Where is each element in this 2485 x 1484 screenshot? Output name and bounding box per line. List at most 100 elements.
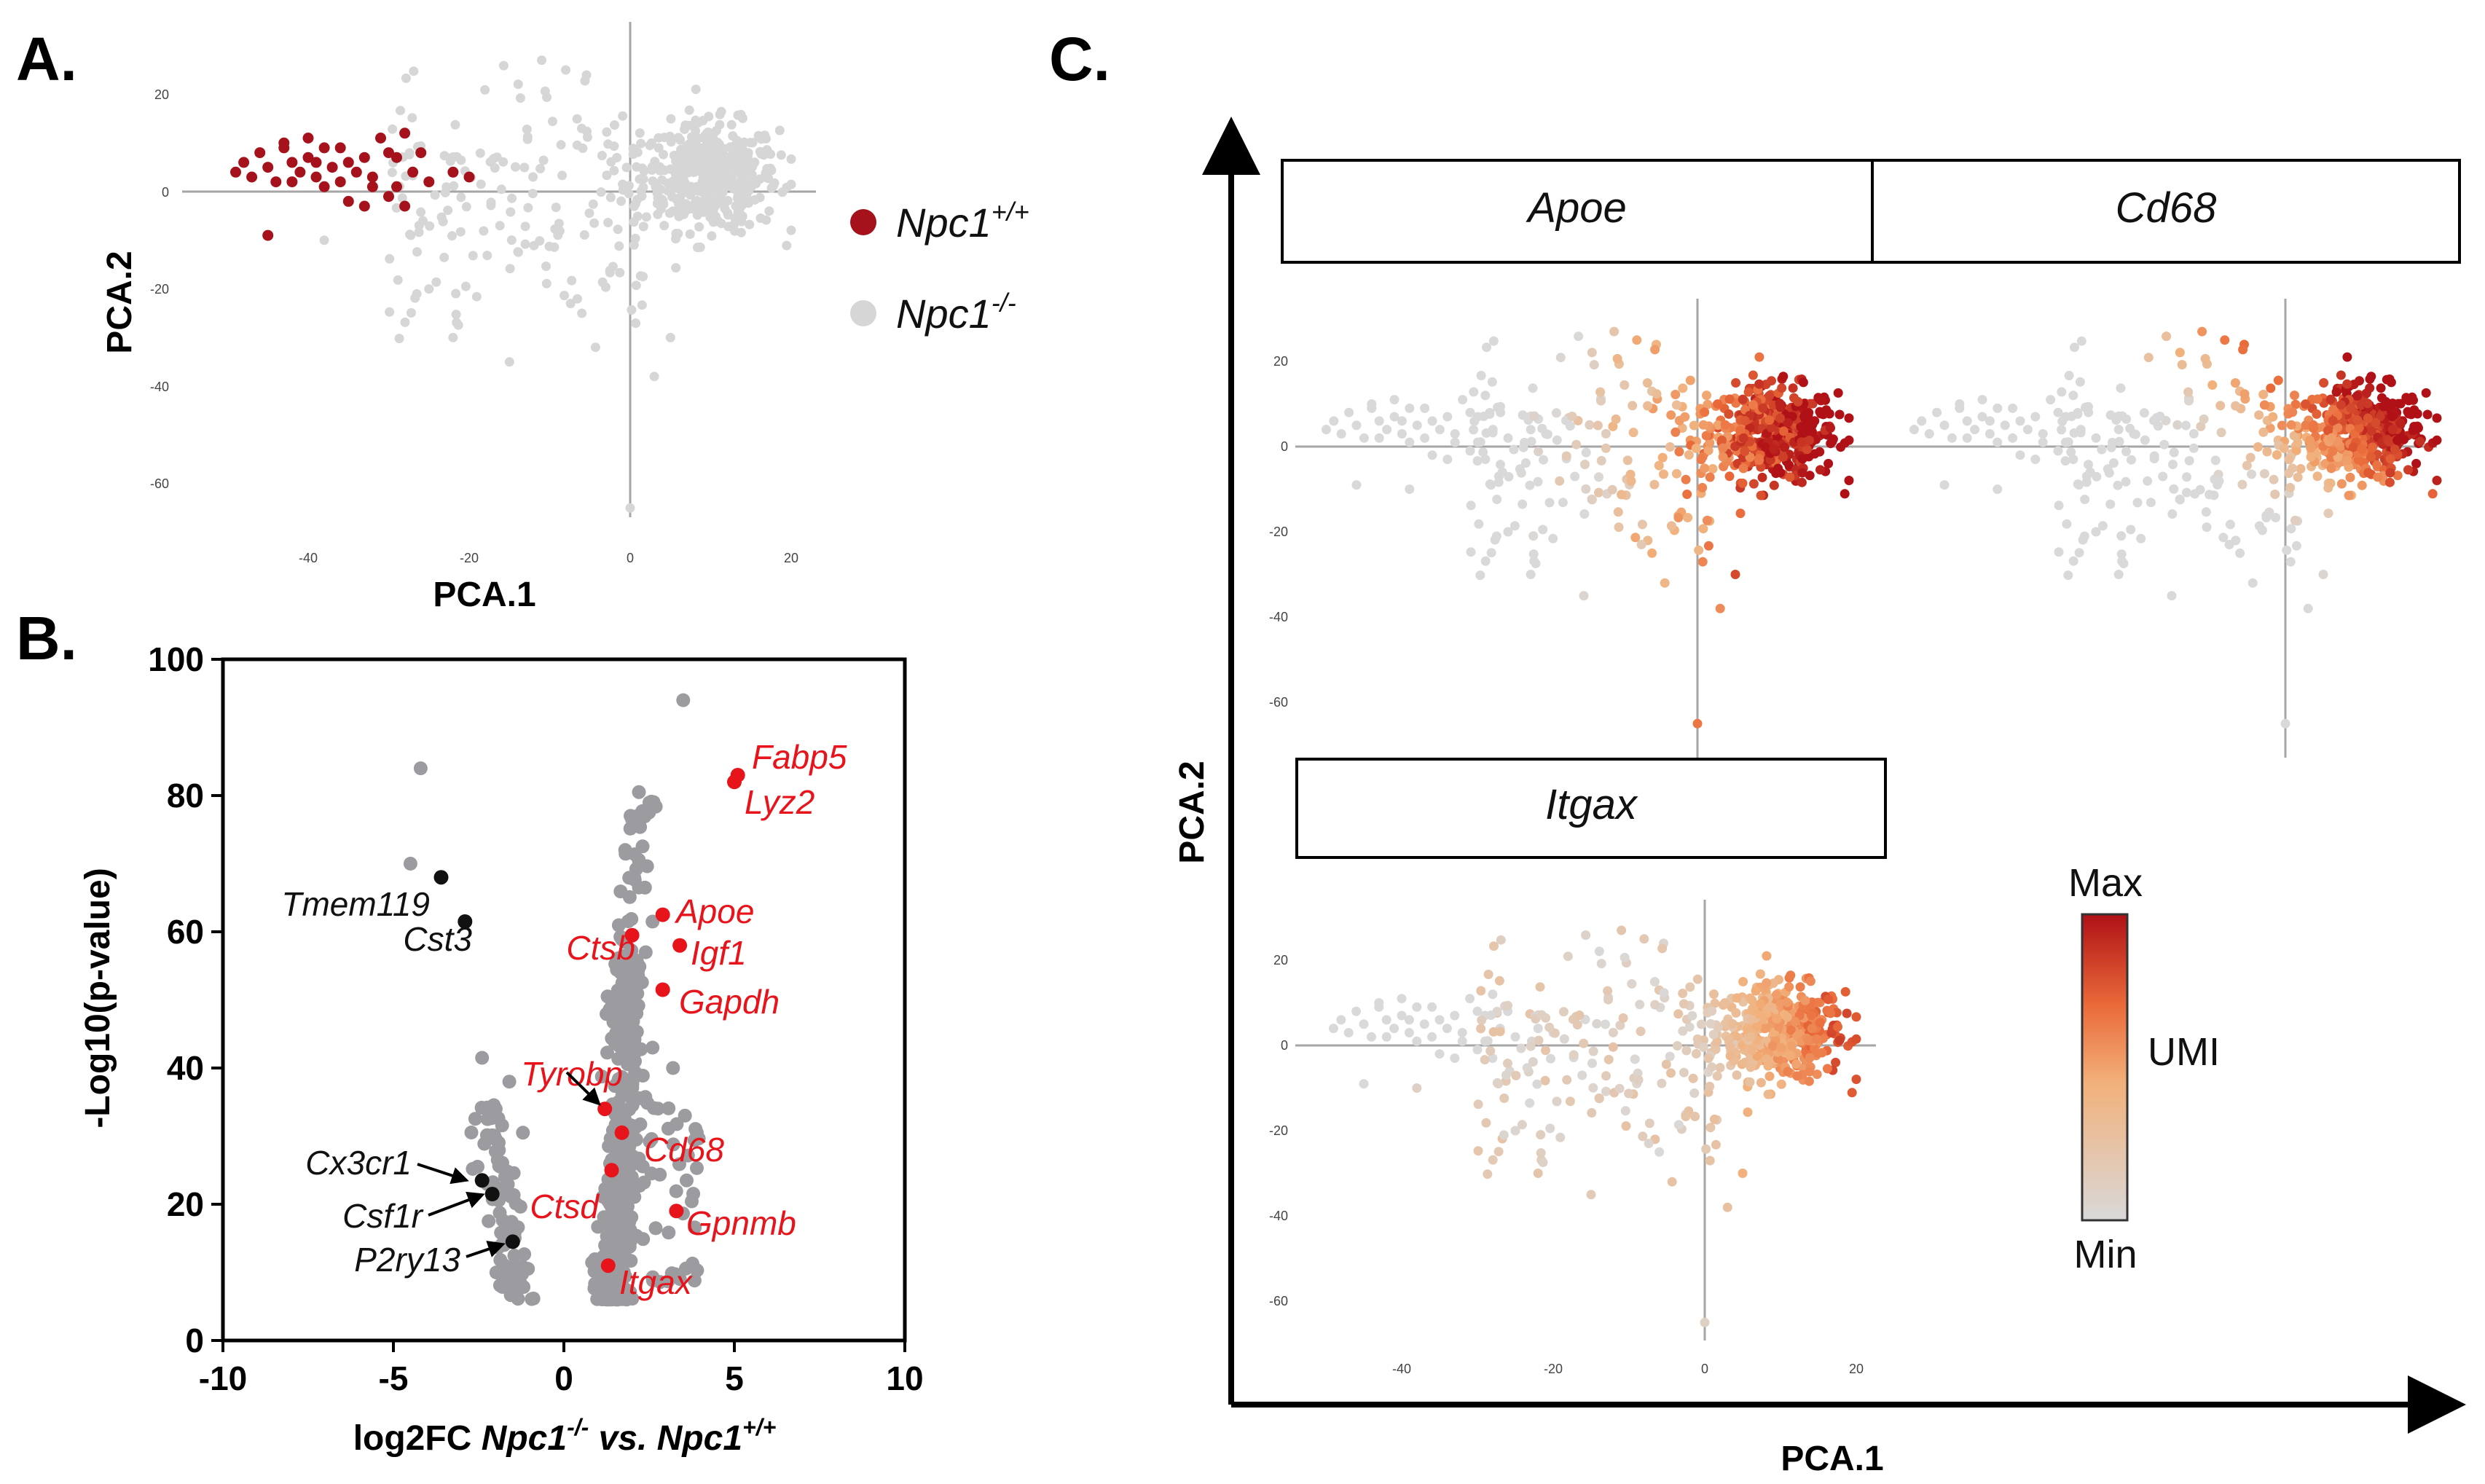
facet-apoe-point xyxy=(1643,401,1653,411)
facet-cd68-point xyxy=(2057,416,2068,426)
facet-apoe-point xyxy=(1718,452,1728,462)
facet-apoe-point xyxy=(1571,439,1582,449)
pca-point-ko xyxy=(744,179,754,189)
facet-itgax-point xyxy=(1501,1070,1511,1080)
volcano-point xyxy=(609,1077,624,1091)
facet-apoe-point xyxy=(1587,494,1597,504)
facet-cd68-point xyxy=(2331,387,2341,397)
facet-apoe-point xyxy=(1769,480,1779,490)
facet-apoe-point xyxy=(1818,409,1829,420)
facet-apoe-point xyxy=(1671,390,1681,399)
facet-cd68-point xyxy=(2305,436,2315,445)
facet-itgax-point xyxy=(1559,1034,1569,1044)
panel-b-ytick: 40 xyxy=(167,1049,204,1087)
facet-itgax-point xyxy=(1536,1010,1547,1020)
facet-cd68-point xyxy=(2182,472,2191,482)
facet-itgax-point xyxy=(1851,1034,1861,1044)
facet-apoe-point xyxy=(1840,489,1850,499)
pca-point-ko xyxy=(406,307,416,318)
facet-itgax-ytick: -40 xyxy=(1269,1209,1288,1223)
volcano-point xyxy=(492,1158,506,1173)
facet-itgax-point xyxy=(1786,970,1796,981)
facet-itgax-point xyxy=(1562,1075,1572,1085)
facet-itgax-point xyxy=(1594,1093,1604,1103)
pca-point-ko xyxy=(713,216,723,227)
tyrobp-arrow xyxy=(565,1071,601,1106)
facet-itgax-point xyxy=(1690,1112,1700,1121)
pca-point-wt xyxy=(286,157,298,168)
pca-point-wt xyxy=(383,147,394,159)
pca-point-ko xyxy=(692,210,702,220)
panel-a-xtick: -40 xyxy=(299,551,318,565)
facet-cd68-point xyxy=(2248,578,2258,588)
facet-itgax-point xyxy=(1720,998,1730,1008)
facet-itgax-point xyxy=(1707,1006,1717,1016)
facet-apoe-point xyxy=(1724,409,1734,419)
facet-apoe-point xyxy=(1805,435,1815,445)
facet-itgax-point xyxy=(1541,1045,1550,1056)
facet-apoe-point xyxy=(1778,426,1789,436)
facet-itgax-point xyxy=(1450,1010,1460,1021)
volcano-point-up-itgax xyxy=(600,1258,616,1273)
facet-cd68-point xyxy=(2415,436,2425,447)
pca-point-ko xyxy=(573,294,582,304)
facet-apoe-point xyxy=(1775,399,1785,409)
pca-point-ko xyxy=(706,189,716,200)
facet-cd68-point xyxy=(2084,460,2093,470)
facet-cd68-point xyxy=(1993,484,2003,494)
facet-cd68-point xyxy=(2136,533,2146,543)
pca-point-ko xyxy=(412,247,422,257)
facet-itgax-point xyxy=(1588,1083,1598,1093)
facet-cd68-point xyxy=(1993,437,2003,447)
facet-itgax-point xyxy=(1673,1009,1684,1019)
gene-label-ctsd: Ctsd xyxy=(530,1187,600,1225)
facet-itgax-point xyxy=(1823,994,1833,1005)
gene-label-cx3cr1: Cx3cr1 xyxy=(305,1144,412,1182)
facet-apoe-point xyxy=(1718,443,1728,453)
facet-itgax-point xyxy=(1574,1010,1585,1020)
facet-cd68-point xyxy=(1955,399,1965,409)
facet-apoe-point xyxy=(1754,455,1764,466)
facet-itgax-point xyxy=(1488,1026,1499,1037)
legend-marker-wt xyxy=(850,209,876,235)
pca-point-ko xyxy=(507,193,517,203)
volcano-point xyxy=(613,884,628,899)
facet-itgax-point xyxy=(1638,1131,1648,1142)
colorbar-umi-label: UMI xyxy=(2148,1030,2220,1074)
facet-cd68-point xyxy=(2306,443,2316,453)
facet-cd68-point xyxy=(2384,477,2395,487)
facet-cd68-point xyxy=(2245,452,2256,463)
facet-apoe-point xyxy=(1724,471,1735,482)
pca-point-ko xyxy=(715,119,725,130)
facet-apoe-point xyxy=(1698,524,1708,534)
pca-point-wt xyxy=(358,200,370,212)
facet-cd68-point xyxy=(2284,455,2294,465)
pca-point-ko xyxy=(416,207,426,217)
facet-cd68-point xyxy=(2097,521,2108,531)
facet-cd68-point xyxy=(2067,412,2077,421)
facet-cd68-point xyxy=(2353,455,2363,465)
facet-cd68-point xyxy=(2259,400,2269,410)
facet-cd68-point xyxy=(2184,455,2194,466)
facet-cd68-point xyxy=(2046,395,2056,405)
volcano-point xyxy=(666,1137,680,1152)
facet-apoe-point xyxy=(1654,460,1664,471)
facet-apoe-point xyxy=(1491,531,1501,541)
facet-cd68-point xyxy=(2323,425,2333,436)
legend-marker-ko xyxy=(850,300,876,326)
facet-cd68-point xyxy=(2015,450,2025,460)
facet-cd68-point xyxy=(2220,335,2230,345)
facet-itgax-point xyxy=(1442,1024,1452,1034)
facet-apoe-point xyxy=(1609,326,1620,337)
facet-apoe-point xyxy=(1775,468,1786,478)
pca-point-ko xyxy=(582,126,592,136)
volcano-point xyxy=(636,1232,651,1247)
volcano-point xyxy=(629,862,643,876)
facet-cd68-point xyxy=(2277,420,2287,431)
facet-itgax-point xyxy=(1751,986,1761,996)
panel-a-y-title: PCA.2 xyxy=(101,251,139,353)
facet-cd68-point xyxy=(2038,429,2048,439)
pca-point-ko xyxy=(597,277,608,287)
facet-itgax-point xyxy=(1603,986,1613,996)
facet-itgax-point xyxy=(1481,1118,1491,1128)
